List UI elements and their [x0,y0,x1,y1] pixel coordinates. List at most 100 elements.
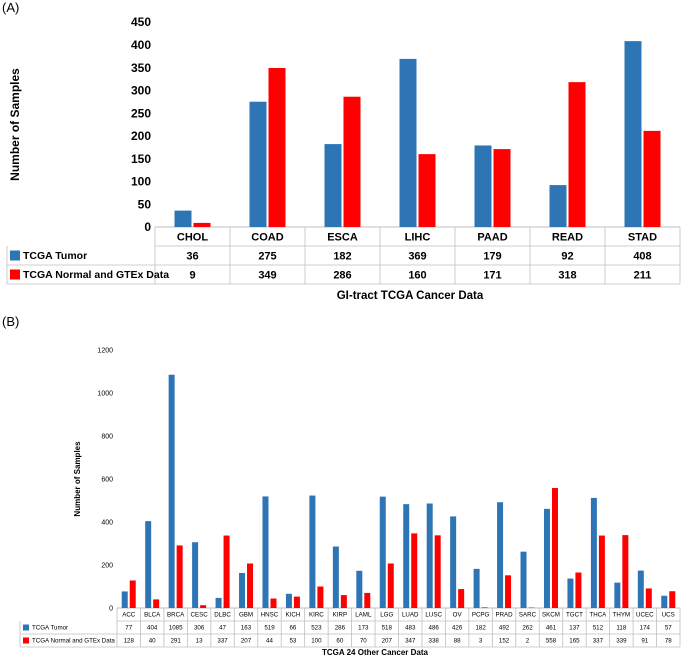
bar-normal-paad [493,149,511,227]
category-label: KICH [286,612,301,619]
bar-normal-thym [622,535,629,608]
bar-normal-cesc [200,605,207,608]
data-value: 523 [311,625,322,632]
data-value: 486 [429,625,440,632]
category-label: BLCA [144,612,161,619]
category-label: TGCT [566,612,583,619]
bar-tumor-sarc [520,551,527,608]
data-value: 152 [499,638,510,645]
category-label: OV [453,612,463,619]
bar-tumor-kirp [332,546,339,608]
x-axis-label: GI-tract TCGA Cancer Data [337,290,484,302]
bar-tumor-gbm [239,572,246,608]
category-label: BRCA [167,612,185,619]
bar-normal-prad [505,575,512,608]
data-value: 207 [241,638,252,645]
legend-swatch-normal [10,269,20,280]
gi-tract-chart: 0 50 100 150 200 250 300 350 400 450 Number of Sam… [6,15,681,302]
data-value: 404 [147,625,158,632]
legend-label-normal: TCGA Normal and GTEx Data [23,269,169,281]
bar-tumor-brca [168,374,175,608]
category-label: ESCA [327,231,358,243]
data-value: 426 [452,625,463,632]
data-value: 78 [665,638,672,645]
bar-normal-acc [129,580,136,608]
data-value: 128 [124,638,135,645]
data-value: 2 [526,638,530,645]
bar-tumor-paad [474,145,492,227]
bar-tumor-esca [324,144,342,227]
bar-normal-kirc [317,586,324,608]
data-value: 173 [358,625,369,632]
category-label: LIHC [405,231,431,243]
data-value: 66 [289,625,296,632]
legend-swatch-tumor [10,250,20,261]
category-label: DLBC [214,612,231,619]
data-value: 347 [405,638,416,645]
bar-normal-luad [411,533,418,608]
data-value: 558 [546,638,557,645]
data-value: 88 [454,638,461,645]
bar-tumor-pcpg [473,568,480,608]
bar-tumor-dlbc [215,597,222,608]
panel-label-b: (B) [2,314,20,329]
category-label: KIRP [333,612,347,619]
data-value: 60 [336,638,343,645]
bar-tumor-skcm [543,508,550,608]
data-value: 291 [170,638,181,645]
data-value: 40 [149,638,156,645]
category-label: LUAD [402,612,419,619]
category-label: LGG [380,612,393,619]
y-tick-label: 250 [131,106,151,120]
data-value: 337 [217,638,228,645]
category-label: KIRC [309,612,324,619]
legend-label-tumor: TCGA Tumor [23,250,87,262]
bar-normal-lusc [434,535,441,608]
bar-tumor-read [549,185,567,227]
bar-tumor-ucec [637,570,644,608]
data-value: 36 [186,250,198,262]
bar-tumor-coad [249,101,267,227]
bar-normal-ucec [645,588,652,608]
bar-normal-pcpg [481,607,488,608]
bar-normal-chol [193,222,211,227]
bar-normal-skcm [551,488,558,608]
data-value: 44 [266,638,273,645]
data-value: 53 [289,638,296,645]
y-tick-label: 350 [131,61,151,75]
bar-normal-tgct [575,572,582,608]
bar-normal-blca [153,599,160,608]
bar-tumor-thca [590,497,597,608]
data-value: 182 [475,625,486,632]
data-value: 338 [429,638,440,645]
y-tick-label: 100 [131,175,151,189]
bar-normal-dlbc [223,535,230,608]
bar-normal-kirp [340,595,347,608]
data-value: 47 [219,625,226,632]
data-value: 77 [125,625,132,632]
bar-tumor-tgct [567,578,574,608]
legend-swatch-tumor [23,624,29,631]
data-value: 1085 [169,625,183,632]
category-label: THYM [613,612,631,619]
y-tick-label: 200 [101,562,113,569]
data-value: 182 [333,250,351,262]
bar-tumor-laml [356,570,363,608]
bar-normal-laml [364,592,371,608]
y-tick-label: 50 [138,197,152,211]
bar-normal-hnsc [270,598,277,608]
category-label: LAML [355,612,372,619]
y-tick-label: 200 [131,129,151,143]
y-tick-label: 0 [144,220,151,234]
data-value: 118 [616,625,626,632]
category-label: HNSC [261,612,279,619]
data-value: 286 [335,625,346,632]
bar-normal-ov [458,589,465,608]
category-label: LUSC [425,612,442,619]
bar-normal-thca [598,535,605,608]
y-tick-label: 1200 [97,347,113,354]
y-tick-label: 0 [109,605,113,612]
data-value: 339 [616,638,627,645]
bar-tumor-chol [174,210,192,227]
data-value: 137 [569,625,580,632]
